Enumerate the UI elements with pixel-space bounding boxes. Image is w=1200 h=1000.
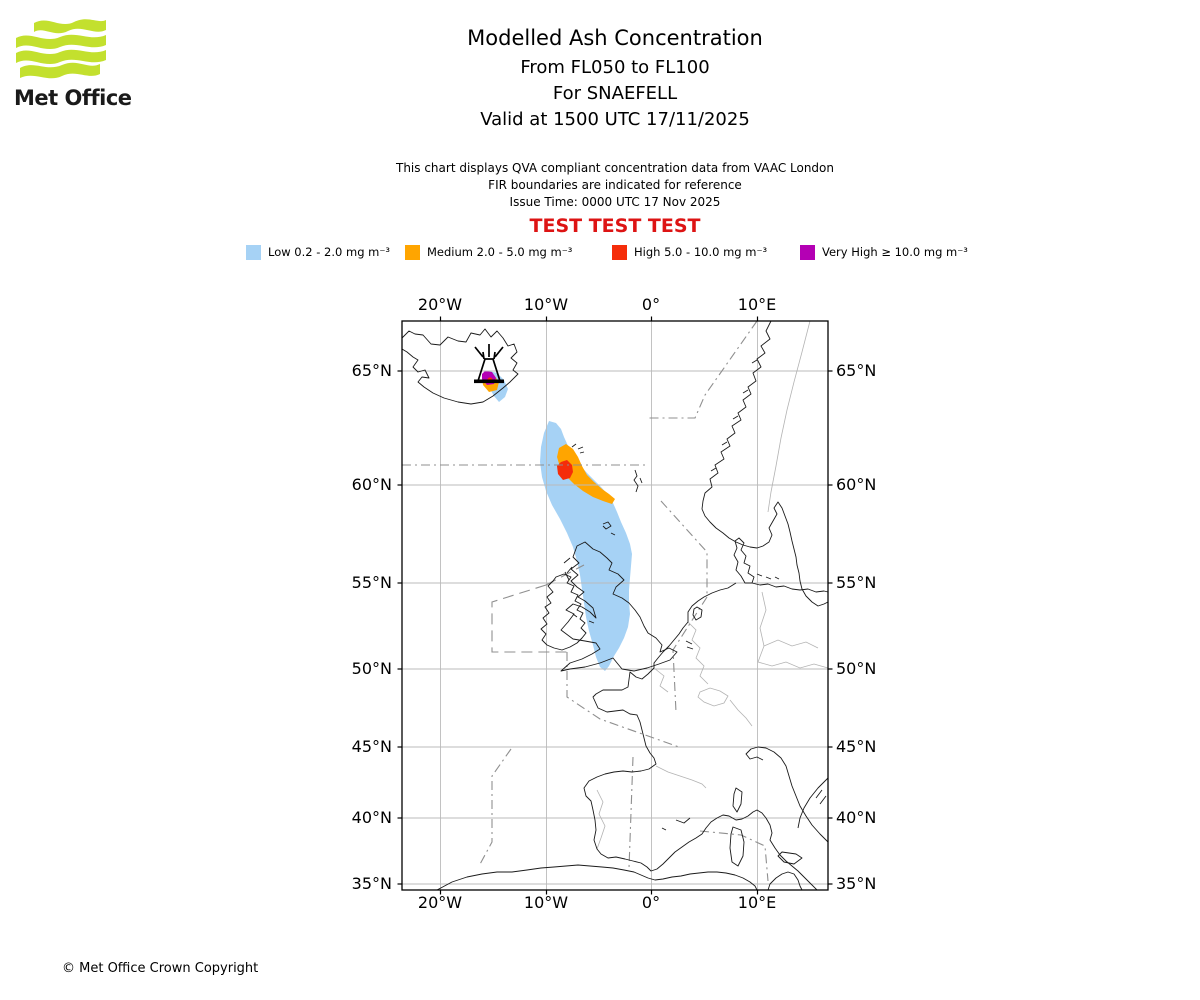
legend-label-high: High 5.0 - 10.0 mg m⁻³ (634, 245, 768, 259)
legend-label-very-high: Very High ≥ 10.0 mg m⁻³ (822, 245, 968, 259)
lat-tick-right-40n: 40°N (836, 808, 877, 827)
subtitle-valid-time: Valid at 1500 UTC 17/11/2025 (480, 109, 750, 130)
legend-swatch-very-high-icon (800, 244, 815, 260)
lat-tick-right-50n: 50°N (836, 659, 877, 678)
legend-item-high: High 5.0 - 10.0 mg m⁻³ (612, 244, 767, 260)
lat-tick-right-45n: 45°N (836, 737, 877, 756)
subtitle-flight-levels: From FL050 to FL100 (520, 57, 710, 78)
test-banner: TEST TEST TEST (529, 215, 701, 237)
map-frame (397, 316, 833, 895)
note-fir: FIR boundaries are indicated for referen… (488, 178, 742, 192)
lon-tick-bottom-10e: 10°E (737, 893, 777, 912)
lon-tick-top-10e: 10°E (737, 295, 777, 314)
copyright-notice: © Met Office Crown Copyright (62, 961, 259, 976)
lat-tick-right-65n: 65°N (836, 361, 877, 380)
logo-wordmark: Met Office (14, 86, 132, 110)
lat-tick-right-55n: 55°N (836, 573, 877, 592)
volcano-eruption-icon (474, 344, 504, 384)
legend-label-low: Low 0.2 - 2.0 mg m⁻³ (268, 245, 391, 259)
lat-tick-left-65n: 65°N (351, 361, 392, 380)
lon-tick-bottom-20w: 20°W (417, 893, 463, 912)
lat-tick-left-35n: 35°N (351, 874, 392, 893)
lat-tick-right-35n: 35°N (836, 874, 877, 893)
lat-tick-left-50n: 50°N (351, 659, 392, 678)
legend-swatch-low-icon (246, 244, 261, 260)
chart-title: Modelled Ash Concentration (467, 26, 763, 50)
subtitle-volcano: For SNAEFELL (552, 83, 678, 104)
map-canvas (397, 316, 833, 895)
note-issue-time: Issue Time: 0000 UTC 17 Nov 2025 (509, 195, 721, 209)
legend-swatch-high-icon (612, 244, 627, 260)
lon-tick-bottom-0: 0° (641, 893, 661, 912)
country-borders (596, 320, 829, 850)
lon-tick-top-0: 0° (641, 295, 661, 314)
lat-tick-left-45n: 45°N (351, 737, 392, 756)
note-qva: This chart displays QVA compliant concen… (396, 161, 834, 175)
coastlines (401, 320, 829, 891)
lat-tick-left-40n: 40°N (351, 808, 392, 827)
met-office-logo: Met Office (14, 14, 134, 110)
legend-swatch-medium-icon (405, 244, 420, 260)
notes: This chart displays QVA compliant concen… (300, 158, 930, 212)
lon-tick-top-20w: 20°W (417, 295, 463, 314)
graticule-gridlines (402, 321, 828, 890)
lat-tick-right-60n: 60°N (836, 475, 877, 494)
legend-label-medium: Medium 2.0 - 5.0 mg m⁻³ (427, 245, 573, 259)
lat-tick-left-55n: 55°N (351, 573, 392, 592)
lon-tick-top-10w: 10°W (523, 295, 569, 314)
legend-item-medium: Medium 2.0 - 5.0 mg m⁻³ (405, 244, 572, 260)
met-office-waves-logo (16, 19, 106, 79)
lat-tick-left-60n: 60°N (351, 475, 392, 494)
legend-item-low: Low 0.2 - 2.0 mg m⁻³ (246, 244, 390, 260)
ash-plume-low (485, 371, 632, 671)
legend-item-very-high: Very High ≥ 10.0 mg m⁻³ (800, 244, 968, 260)
lon-tick-bottom-10w: 10°W (523, 893, 569, 912)
header: Modelled Ash Concentration From FL050 to… (300, 28, 930, 137)
